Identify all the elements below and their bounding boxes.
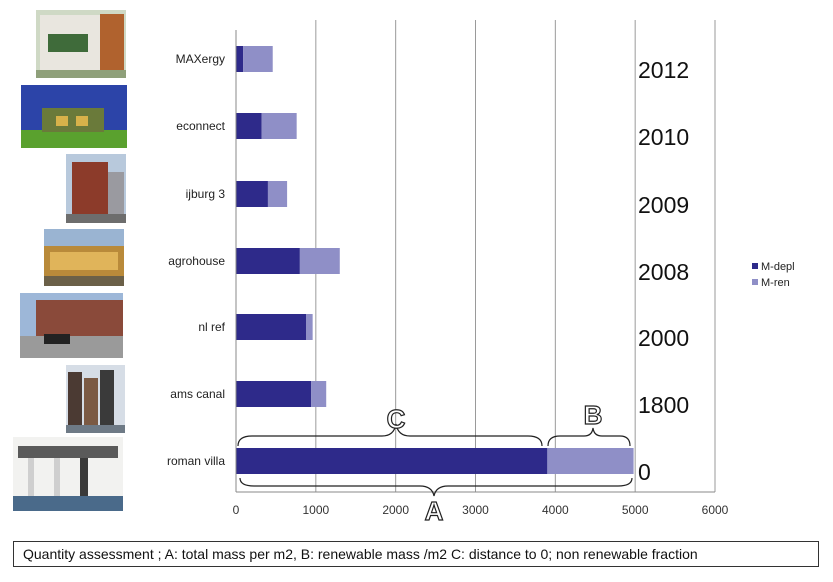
year-label: 2000: [638, 325, 689, 351]
category-label: nl ref: [198, 320, 225, 334]
bar-m-depl: [236, 448, 548, 474]
category-label: ijburg 3: [186, 187, 226, 201]
category-label: MAXergy: [176, 52, 225, 66]
legend-swatch-m-depl: [752, 263, 758, 269]
legend-label-m-ren: M-ren: [761, 277, 790, 289]
x-tick-label: 4000: [542, 503, 569, 517]
year-label: 2010: [638, 124, 689, 150]
year-labels: 2012 2010 2009 2008 2000 1800 0: [638, 57, 689, 485]
category-label: econnect: [176, 119, 225, 133]
brace-c: C: [237, 403, 543, 447]
gridlines: [315, 20, 716, 492]
legend-label-m-depl: M-depl: [761, 261, 795, 273]
photo-agrohouse: [44, 229, 124, 286]
x-tick-label: 5000: [622, 503, 649, 517]
caption: Quantity assessment ; A: total mass per …: [13, 541, 819, 567]
x-tick-label: 3000: [462, 503, 489, 517]
bar-m-depl: [236, 181, 268, 207]
x-tick-label: 6000: [702, 503, 729, 517]
bar-m-ren: [243, 46, 273, 72]
year-label: 2012: [638, 57, 689, 83]
photo-maxergy: [36, 10, 126, 78]
bar-m-ren: [311, 381, 327, 407]
category-label: agrohouse: [168, 254, 225, 268]
category-labels: MAXergy econnect ijburg 3 agrohouse nl ref am…: [167, 52, 226, 468]
bar-m-ren: [299, 248, 340, 274]
bar-m-depl: [236, 248, 300, 274]
bars: [236, 46, 634, 474]
photo-nl-ref: [20, 293, 123, 358]
bar-m-depl: [236, 381, 312, 407]
photo-ams-canal: [66, 365, 125, 433]
photo-ijburg-3: [66, 154, 126, 223]
bar-m-ren: [267, 181, 288, 207]
year-label: 0: [638, 459, 651, 485]
brace-b-label: B: [584, 400, 603, 430]
year-label: 1800: [638, 392, 689, 418]
brace-c-label: C: [387, 404, 406, 434]
category-label: ams canal: [170, 387, 225, 401]
x-tick-label: 1000: [302, 503, 329, 517]
bar-m-ren: [306, 314, 313, 340]
bar-m-ren: [261, 113, 297, 139]
x-tick-label: 0: [233, 503, 240, 517]
year-label: 2009: [638, 192, 689, 218]
brace-a: A: [239, 477, 633, 527]
brace-b: B: [547, 399, 631, 447]
x-tick-label: 2000: [382, 503, 409, 517]
legend: M-depl M-ren: [752, 261, 795, 289]
x-tick-labels: 0 1000 2000 3000 4000 5000 6000: [233, 503, 729, 517]
photo-roman-villa: [13, 437, 123, 511]
stacked-bar-chart: 0 1000 2000 3000 4000 5000 6000 MAXergy econnec…: [13, 10, 795, 527]
bar-m-depl: [236, 46, 244, 72]
year-label: 2008: [638, 259, 689, 285]
brace-a-label: A: [425, 496, 444, 526]
bar-m-depl: [236, 113, 262, 139]
category-label: roman villa: [167, 454, 225, 468]
bar-m-ren: [547, 448, 634, 474]
bar-m-depl: [236, 314, 307, 340]
legend-swatch-m-ren: [752, 279, 758, 285]
photo-econnect: [21, 85, 127, 148]
